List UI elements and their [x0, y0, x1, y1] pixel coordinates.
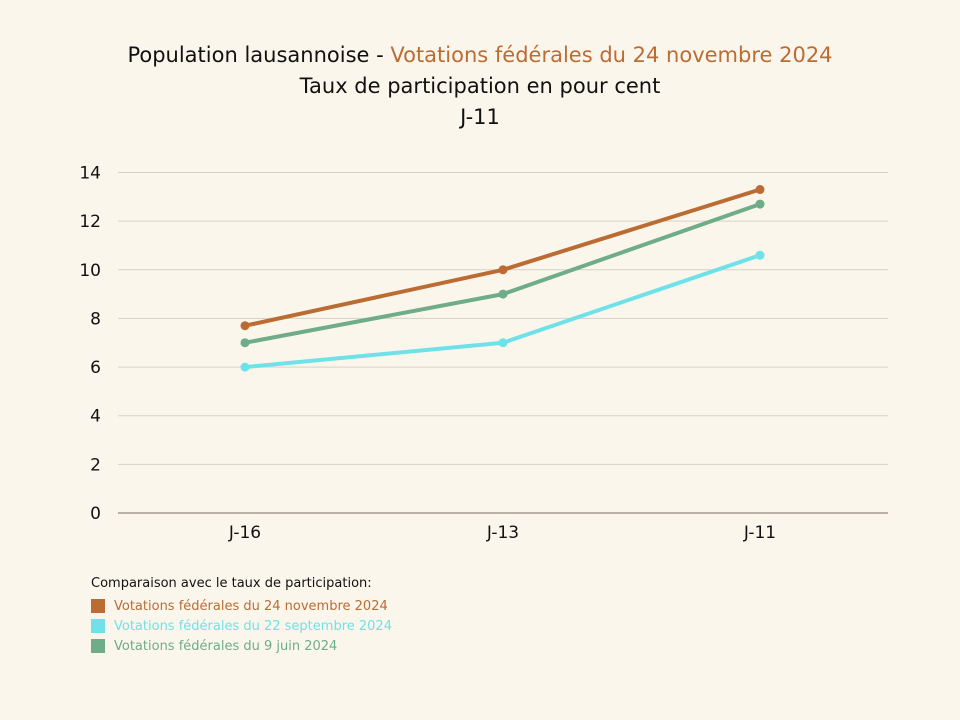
legend-swatch-nov: [91, 599, 105, 613]
legend-item-jun: Votations fédérales du 9 juin 2024: [91, 636, 392, 656]
y-tick-label: 14: [79, 164, 101, 184]
y-tick-label: 4: [90, 407, 101, 427]
legend-swatch-jun: [91, 639, 105, 653]
legend-item-nov: Votations fédérales du 24 novembre 2024: [91, 596, 392, 616]
x-tick-label: J-13: [486, 523, 519, 543]
x-tick-label: J-11: [743, 523, 776, 543]
series-2-point: [755, 199, 765, 209]
legend-item-sep: Votations fédérales du 22 septembre 2024: [91, 616, 392, 636]
series-1-point: [240, 362, 250, 372]
y-tick-label: 6: [90, 358, 101, 378]
y-tick-label: 12: [79, 212, 101, 232]
legend-swatch-sep: [91, 619, 105, 633]
y-tick-label: 2: [90, 455, 101, 475]
legend-label-nov: Votations fédérales du 24 novembre 2024: [114, 598, 388, 614]
chart-title-prefix: Population lausannoise -: [127, 43, 391, 67]
series-1-point: [755, 250, 765, 260]
series-2-point: [498, 289, 508, 299]
chart-title-block: Population lausannoise - Votations fédér…: [0, 40, 960, 133]
series-0-point: [498, 265, 508, 275]
x-tick-label: J-16: [228, 523, 261, 543]
series-2-point: [240, 338, 250, 348]
series-0-point: [240, 321, 250, 331]
series-0-point: [755, 185, 765, 195]
legend-heading: Comparaison avec le taux de participatio…: [91, 576, 372, 591]
chart-subtitle: Taux de participation en pour cent: [299, 74, 661, 98]
series-1-point: [498, 338, 508, 348]
legend-label-jun: Votations fédérales du 9 juin 2024: [114, 638, 338, 654]
chart-subtitle-day: J-11: [460, 105, 500, 129]
chart-title-highlight: Votations fédérales du 24 novembre 2024: [390, 43, 833, 67]
legend-label-sep: Votations fédérales du 22 septembre 2024: [114, 618, 392, 634]
y-tick-label: 10: [79, 261, 101, 281]
series-line-0: [243, 187, 762, 328]
legend: Comparaison avec le taux de participatio…: [91, 575, 392, 656]
y-tick-label: 0: [90, 504, 101, 524]
chart-title: Population lausannoise - Votations fédér…: [0, 40, 960, 71]
y-tick-label: 8: [90, 309, 101, 329]
